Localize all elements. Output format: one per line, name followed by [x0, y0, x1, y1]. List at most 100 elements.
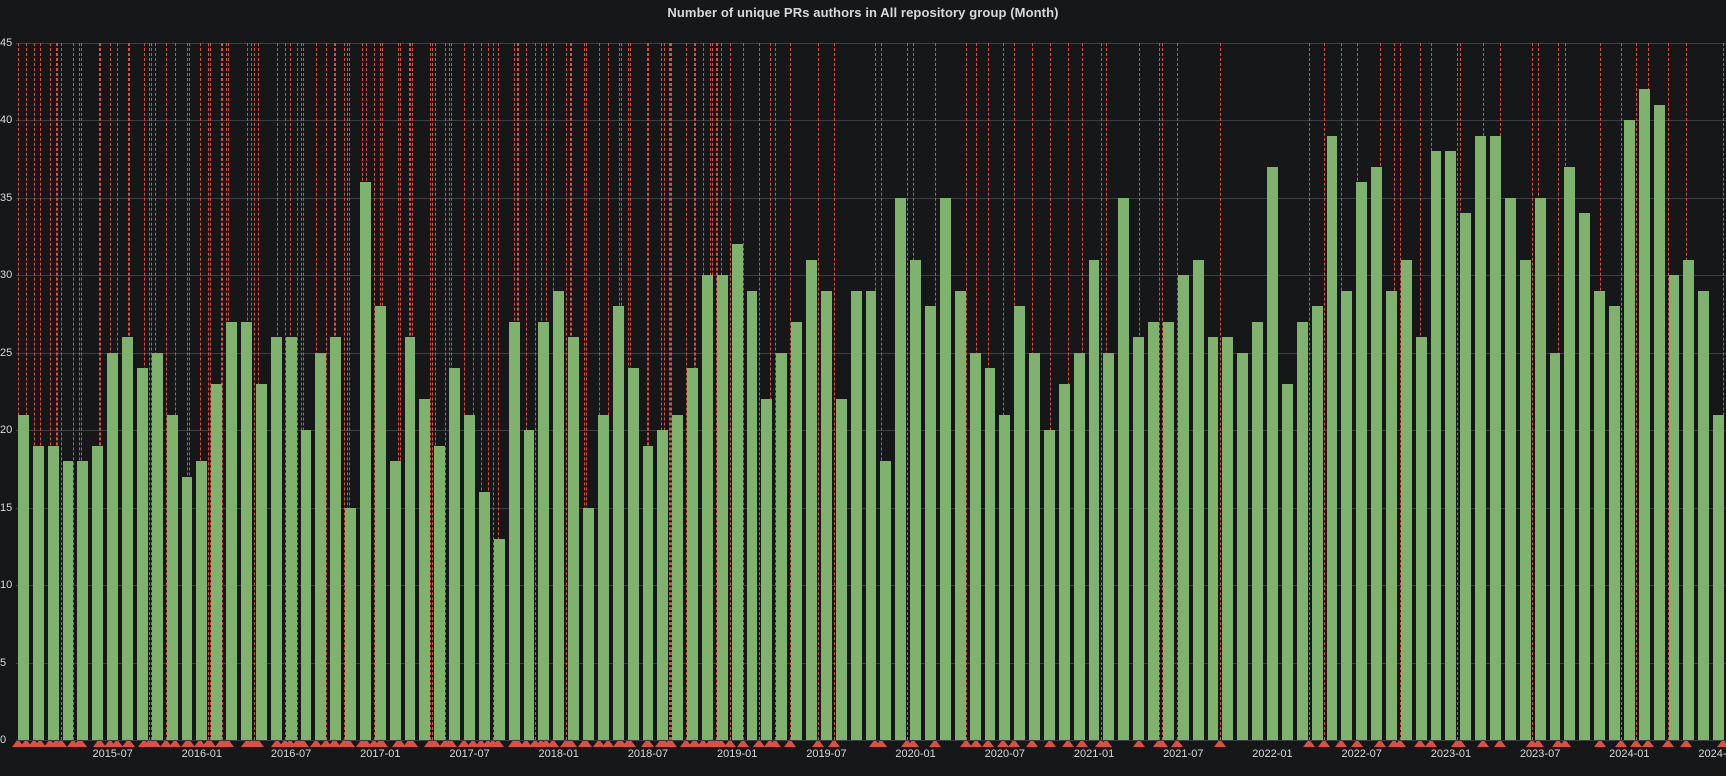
annotation-marker[interactable] — [54, 739, 67, 747]
annotation-marker[interactable] — [67, 739, 80, 747]
annotation-marker[interactable] — [296, 739, 309, 747]
bar[interactable] — [806, 259, 817, 740]
bar[interactable] — [92, 445, 104, 740]
annotation-marker[interactable] — [1303, 739, 1316, 747]
annotation-marker[interactable] — [458, 739, 471, 747]
annotation-marker[interactable] — [1552, 739, 1565, 747]
bar[interactable] — [300, 430, 312, 740]
bar[interactable] — [1683, 259, 1695, 740]
bar[interactable] — [776, 352, 788, 740]
bar[interactable] — [1594, 290, 1606, 740]
plot-area[interactable] — [11, 43, 1726, 747]
bar[interactable] — [360, 182, 371, 740]
bar[interactable] — [880, 461, 892, 740]
bar[interactable] — [1579, 213, 1591, 740]
bar[interactable] — [1029, 352, 1040, 740]
bar[interactable] — [1296, 321, 1308, 740]
annotation-marker[interactable] — [1630, 739, 1643, 747]
bar[interactable] — [820, 290, 832, 740]
bar[interactable] — [568, 337, 580, 740]
annotation-marker[interactable] — [1044, 739, 1057, 747]
bar[interactable] — [1564, 166, 1576, 740]
annotation-marker[interactable] — [1008, 739, 1021, 747]
bar[interactable] — [315, 352, 327, 740]
bar[interactable] — [285, 337, 297, 740]
annotation-marker[interactable] — [711, 739, 724, 747]
annotation-marker[interactable] — [982, 739, 995, 747]
bar[interactable] — [1356, 182, 1368, 740]
annotation-marker[interactable] — [1661, 739, 1674, 747]
annotation-marker[interactable] — [403, 739, 416, 747]
annotation-marker[interactable] — [784, 739, 797, 747]
annotation-marker[interactable] — [907, 739, 920, 747]
annotation-marker[interactable] — [613, 739, 626, 747]
annotation-marker[interactable] — [310, 739, 323, 747]
bar[interactable] — [731, 244, 743, 740]
annotation-marker[interactable] — [486, 739, 499, 747]
annotation-marker[interactable] — [928, 739, 941, 747]
annotation-marker[interactable] — [900, 739, 913, 747]
bar[interactable] — [508, 321, 520, 740]
bar[interactable] — [642, 445, 654, 740]
bar[interactable] — [1698, 290, 1710, 740]
bar[interactable] — [196, 461, 208, 740]
annotation-marker[interactable] — [997, 739, 1010, 747]
annotation-marker[interactable] — [19, 739, 32, 747]
bar[interactable] — [597, 414, 609, 740]
annotation-marker[interactable] — [753, 739, 766, 747]
bar[interactable] — [1460, 213, 1472, 740]
annotation-marker[interactable] — [11, 739, 24, 747]
bar[interactable] — [270, 337, 282, 740]
annotation-marker[interactable] — [1334, 739, 1347, 747]
bar[interactable] — [1267, 166, 1278, 740]
annotation-marker[interactable] — [621, 739, 634, 747]
bar[interactable] — [151, 352, 163, 740]
bar[interactable] — [1490, 135, 1501, 740]
bar[interactable] — [255, 383, 267, 740]
bar[interactable] — [583, 507, 594, 740]
bar[interactable] — [865, 290, 877, 740]
bar[interactable] — [791, 321, 803, 740]
annotation-marker[interactable] — [1615, 739, 1628, 747]
annotation-marker[interactable] — [1076, 739, 1089, 747]
bar[interactable] — [1638, 89, 1650, 740]
annotation-marker[interactable] — [475, 739, 488, 747]
bar[interactable] — [939, 197, 951, 740]
annotation-marker[interactable] — [960, 739, 973, 747]
bar[interactable] — [687, 368, 698, 740]
bar[interactable] — [181, 476, 193, 740]
annotation-marker[interactable] — [1061, 739, 1074, 747]
annotation-marker[interactable] — [138, 739, 151, 747]
annotation-marker[interactable] — [193, 739, 206, 747]
bar[interactable] — [419, 399, 431, 740]
annotation-marker[interactable] — [1393, 739, 1406, 747]
bar[interactable] — [345, 507, 356, 740]
bar[interactable] — [107, 352, 119, 740]
bar[interactable] — [1192, 259, 1204, 740]
annotation-marker[interactable] — [769, 739, 782, 747]
bar[interactable] — [1415, 337, 1427, 740]
bar[interactable] — [18, 414, 29, 740]
bar[interactable] — [1326, 135, 1338, 740]
bar[interactable] — [672, 414, 684, 740]
bar[interactable] — [464, 414, 475, 740]
annotation-marker[interactable] — [373, 739, 386, 747]
annotation-marker[interactable] — [602, 739, 615, 747]
annotation-marker[interactable] — [579, 739, 592, 747]
bar[interactable] — [1386, 290, 1397, 740]
annotation-marker[interactable] — [1526, 739, 1539, 747]
bar[interactable] — [612, 306, 624, 740]
bar[interactable] — [538, 321, 550, 740]
bar[interactable] — [1504, 197, 1516, 740]
bar[interactable] — [984, 368, 996, 740]
annotation-marker[interactable] — [183, 739, 196, 747]
annotation-marker[interactable] — [680, 739, 693, 747]
bar[interactable] — [77, 461, 89, 740]
annotation-marker[interactable] — [73, 739, 86, 747]
annotation-marker[interactable] — [1642, 739, 1655, 747]
bar[interactable] — [1207, 337, 1219, 740]
annotation-marker[interactable] — [391, 739, 404, 747]
bar[interactable] — [32, 445, 44, 740]
bar[interactable] — [523, 430, 535, 740]
bar[interactable] — [1668, 275, 1680, 740]
